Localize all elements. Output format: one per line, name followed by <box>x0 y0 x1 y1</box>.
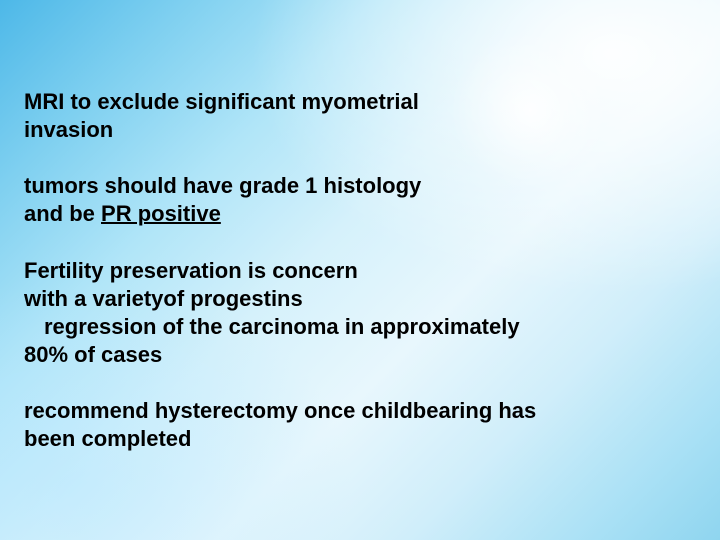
text-line: 80% of cases <box>24 342 162 367</box>
text-line: invasion <box>24 117 113 142</box>
paragraph-mri: MRI to exclude significant myometrial in… <box>24 88 696 144</box>
text-line: MRI to exclude significant myometrial <box>24 89 419 114</box>
slide-text-content: MRI to exclude significant myometrial in… <box>0 0 720 478</box>
text-line: been completed <box>24 426 191 451</box>
text-line: Fertility preservation is concern <box>24 258 358 283</box>
text-line: regression of the carcinoma in approxima… <box>24 314 520 339</box>
text-line: tumors should have grade 1 histology <box>24 173 421 198</box>
paragraph-fertility: Fertility preservation is concern with a… <box>24 257 696 370</box>
paragraph-histology: tumors should have grade 1 histology and… <box>24 172 696 228</box>
text-line: recommend hysterectomy once childbearing… <box>24 398 536 423</box>
text-pr-positive: PR positive <box>101 201 221 226</box>
paragraph-recommend: recommend hysterectomy once childbearing… <box>24 397 696 453</box>
text-line: with a varietyof progestins <box>24 286 303 311</box>
text-line: and be <box>24 201 101 226</box>
